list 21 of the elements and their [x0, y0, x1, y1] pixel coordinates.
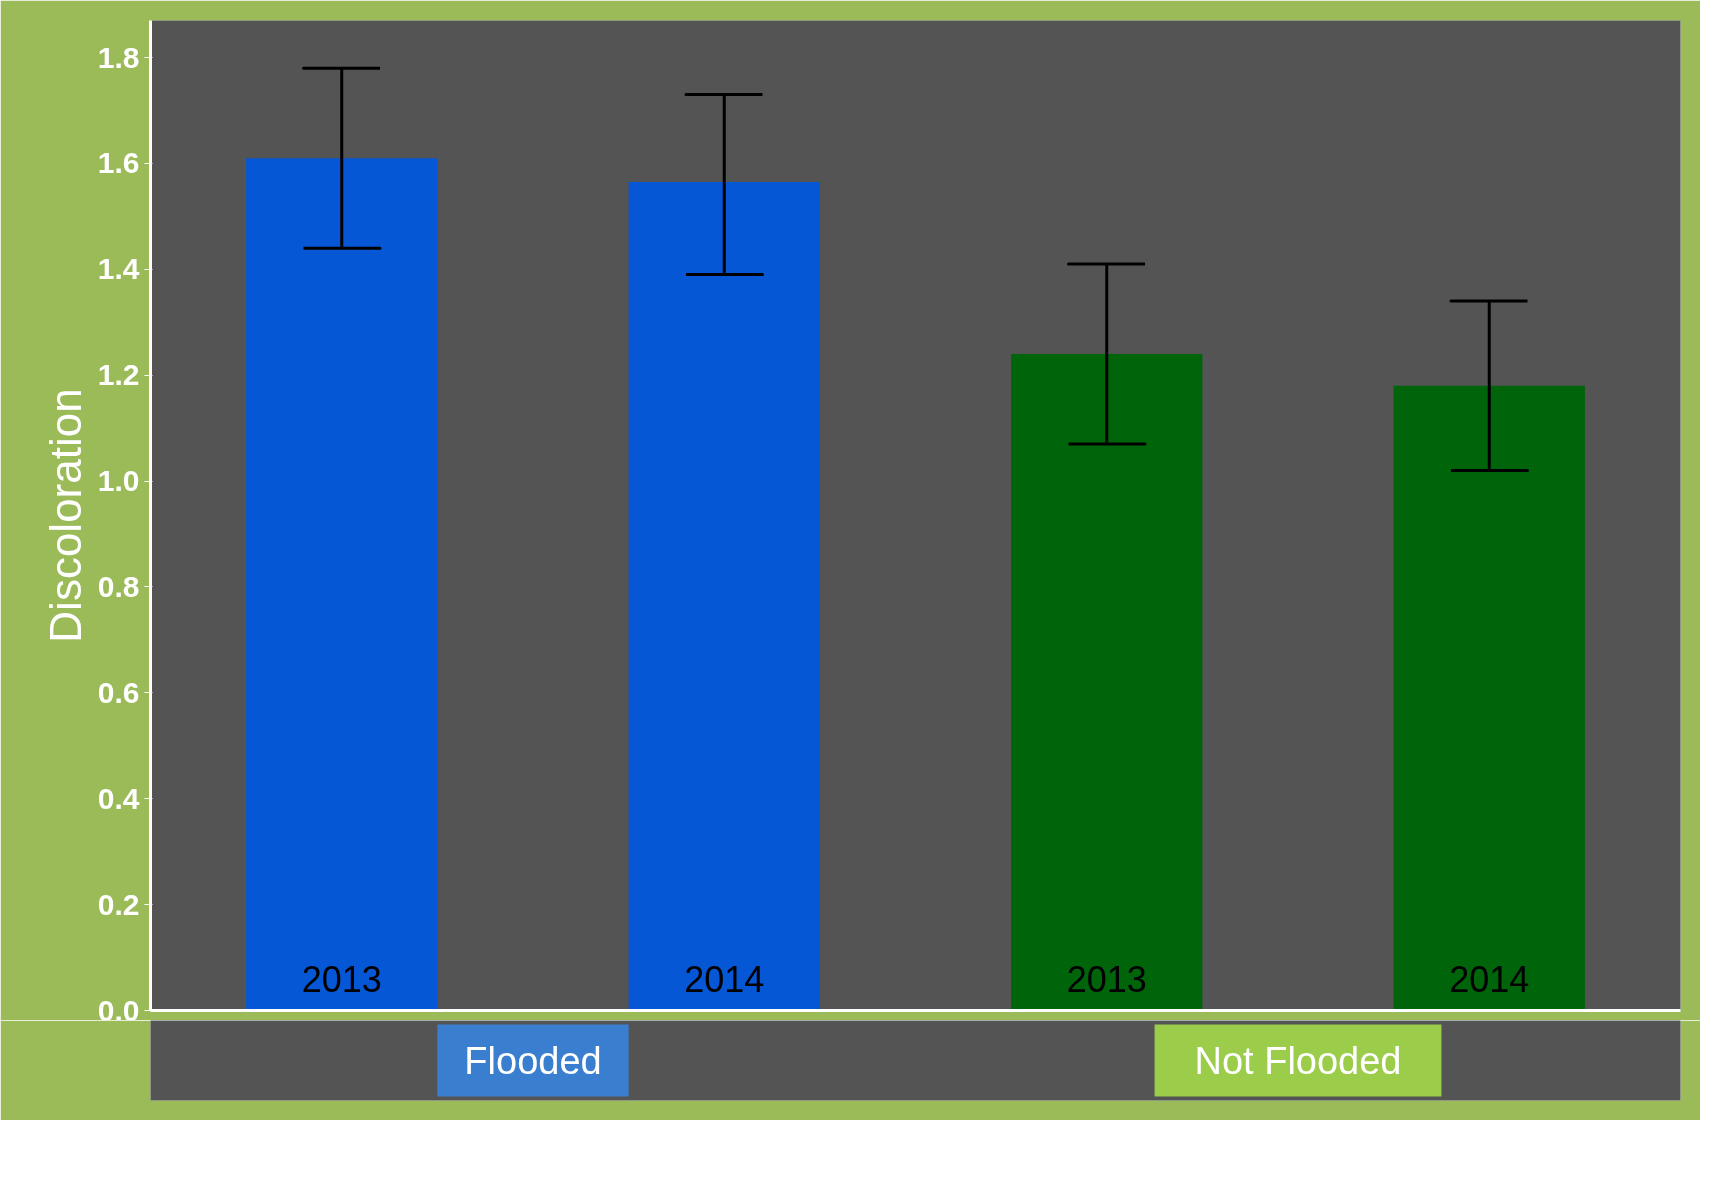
- x-tick-label: 2014: [684, 958, 765, 1000]
- y-tick-label: 0.4: [97, 781, 140, 815]
- y-tick-label: 0.0: [97, 993, 140, 1027]
- text: Not Flooded: [1194, 1039, 1402, 1082]
- y-axis-title: Discoloration: [40, 388, 90, 643]
- bar: [246, 158, 438, 1011]
- y-tick-label: 0.6: [97, 675, 140, 709]
- y-tick-label: 1.2: [97, 358, 140, 392]
- bar: [1393, 385, 1585, 1011]
- x-tick-label: 2013: [1066, 958, 1147, 1000]
- y-tick-label: 1.6: [97, 146, 140, 180]
- bar: [628, 181, 820, 1011]
- x-tick-label: 2014: [1449, 958, 1530, 1000]
- y-tick-label: 0.8: [97, 569, 140, 603]
- x-tick-label: 2013: [301, 958, 382, 1000]
- y-tick-label: 1.4: [97, 252, 140, 286]
- y-tick-label: 1.0: [97, 464, 140, 498]
- y-tick-label: 1.8: [97, 40, 140, 74]
- text: Flooded: [464, 1039, 602, 1082]
- bar: [1011, 354, 1203, 1011]
- y-tick-label: 0.2: [97, 887, 140, 921]
